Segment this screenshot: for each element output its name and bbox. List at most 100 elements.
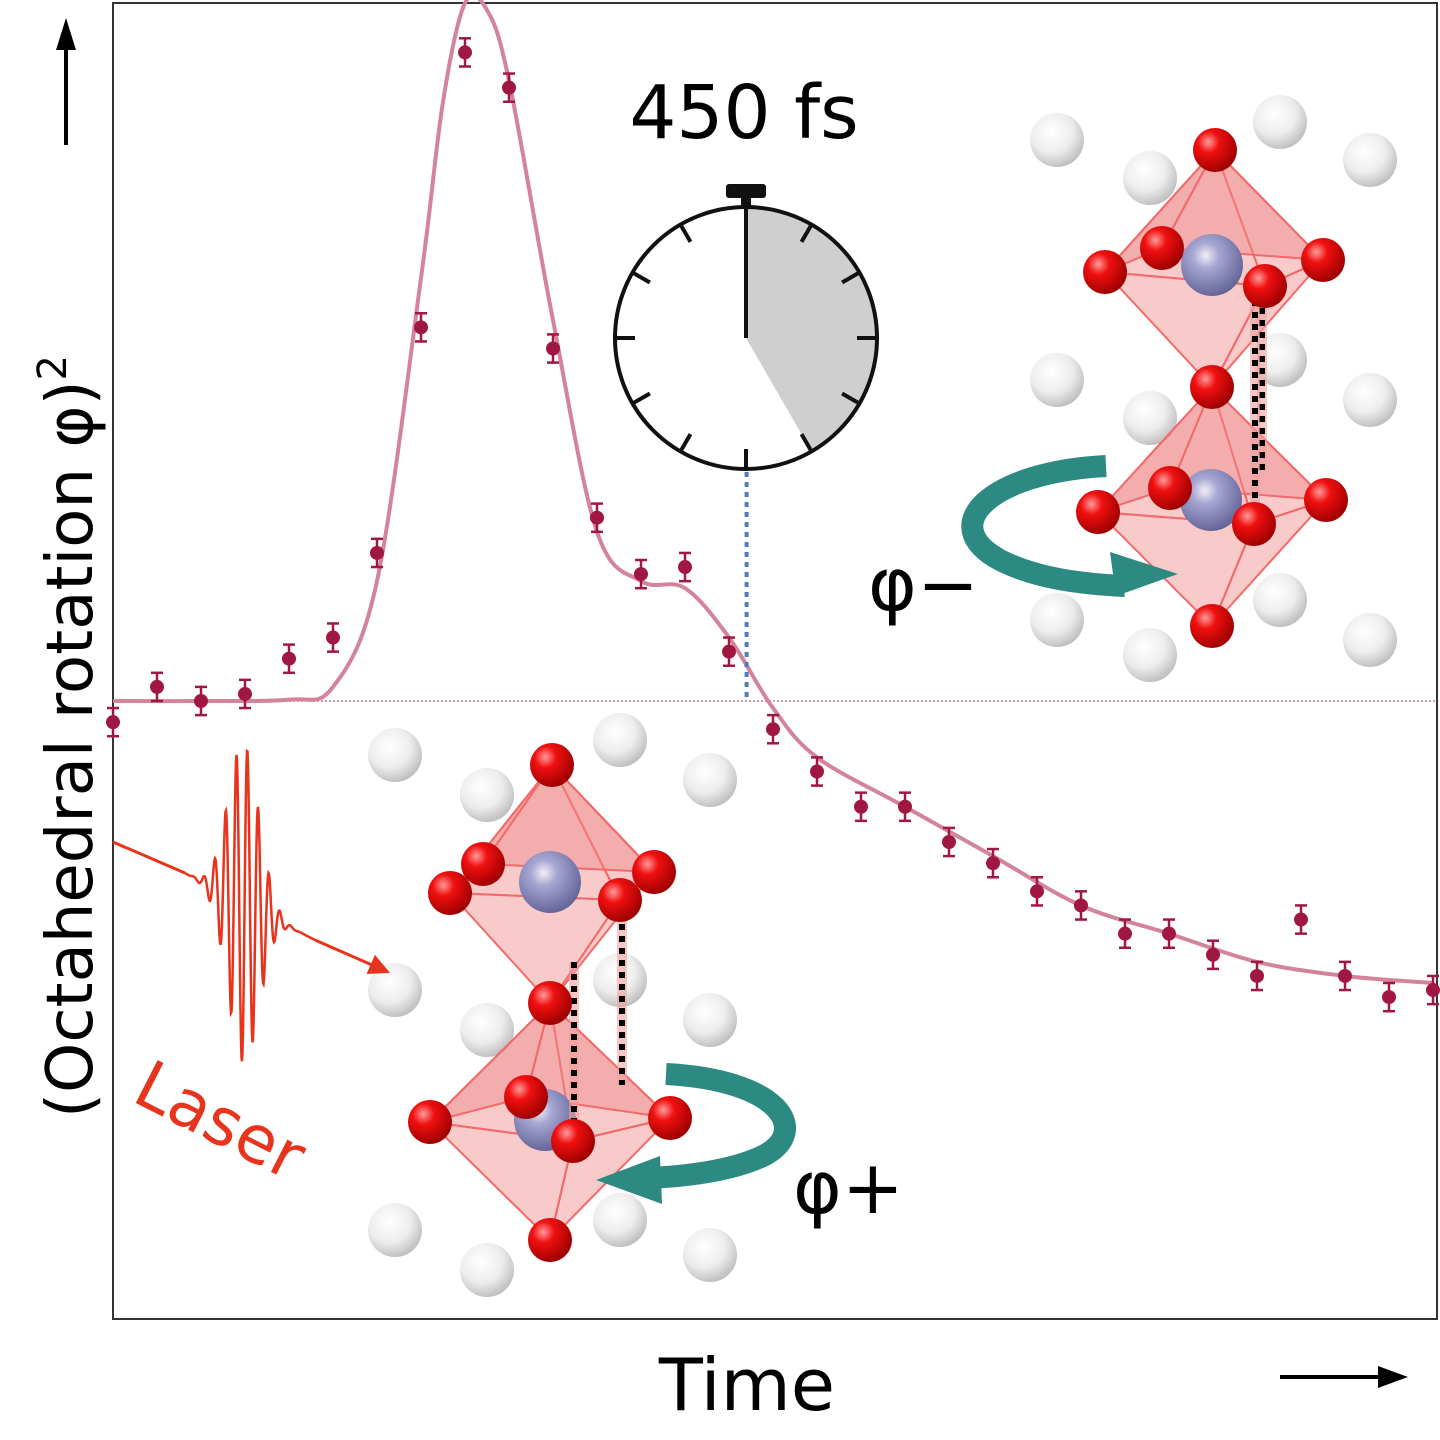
x-axis-arrow — [1280, 1366, 1408, 1388]
white-atom — [368, 728, 422, 782]
displacement-dotted-line — [1257, 284, 1267, 470]
data-point — [1206, 939, 1220, 971]
data-point — [678, 551, 692, 583]
displacement-glow — [569, 962, 579, 1145]
oxygen-atom — [504, 1075, 548, 1119]
white-atom — [368, 1203, 422, 1257]
data-point — [810, 756, 824, 787]
data-marker — [194, 694, 208, 708]
stopwatch-tick — [799, 223, 814, 243]
oxygen-atom — [530, 743, 574, 787]
phi-plus-label: φ+ — [793, 1145, 904, 1231]
white-atom — [593, 713, 647, 767]
oxygen-atom — [551, 1119, 595, 1163]
data-marker — [634, 567, 648, 582]
rotation-arrow-minus — [961, 455, 1178, 597]
white-atom — [1123, 628, 1177, 682]
white-atom — [1030, 593, 1084, 647]
data-marker — [810, 764, 824, 779]
white-atom — [1030, 113, 1084, 167]
white-atom — [683, 993, 737, 1047]
data-point — [942, 826, 956, 858]
oxygen-atom — [1232, 502, 1276, 546]
svg-text:(Octahedral rotation φ)2: (Octahedral rotation φ)2 — [30, 355, 108, 1118]
y-axis-arrow — [56, 18, 76, 145]
laser-label: Laser — [123, 1046, 319, 1196]
displacement-glow — [1257, 284, 1267, 470]
data-marker — [150, 679, 164, 694]
laser-beam-line — [112, 840, 186, 875]
white-atom — [1030, 353, 1084, 407]
data-point — [194, 685, 208, 717]
white-atom — [460, 1003, 514, 1057]
oxygen-atom — [1304, 478, 1348, 522]
oxygen-atom — [1190, 365, 1234, 409]
data-point — [1118, 918, 1132, 949]
stopwatch-tick — [799, 433, 814, 453]
data-marker — [546, 341, 560, 356]
laser-pulse-group: Laser — [112, 748, 390, 1196]
white-atom — [368, 963, 422, 1017]
data-point — [458, 37, 472, 68]
laser-wave-packet — [184, 748, 316, 1062]
octahedron-face — [1104, 149, 1216, 273]
data-marker — [502, 80, 516, 95]
white-atom — [1343, 373, 1397, 427]
data-marker — [898, 799, 912, 814]
data-point — [238, 678, 252, 710]
octahedron-face — [1211, 497, 1330, 627]
white-atom — [1123, 151, 1177, 205]
plot-frame — [112, 2, 1438, 1320]
data-marker — [854, 799, 868, 814]
oxygen-atom — [648, 1096, 692, 1140]
data-marker — [1030, 884, 1044, 899]
white-atom — [593, 1193, 647, 1247]
data-point — [546, 333, 560, 364]
stopwatch-tick — [631, 391, 651, 406]
data-point — [1426, 974, 1440, 1006]
data-marker — [942, 835, 956, 849]
octahedron-face — [1102, 270, 1267, 389]
data-point — [1294, 904, 1308, 935]
stopwatch-stem — [741, 195, 751, 209]
y-axis-label-text: (Octahedral rotation φ) — [34, 380, 108, 1118]
stopwatch-icon — [613, 184, 879, 471]
white-atom — [683, 753, 737, 807]
white-atom — [1343, 613, 1397, 667]
data-point — [370, 537, 384, 569]
white-atom — [1343, 133, 1397, 187]
oxygen-atom — [528, 981, 572, 1025]
data-point — [414, 312, 428, 343]
data-marker — [678, 560, 692, 575]
data-marker — [1162, 926, 1176, 941]
oxygen-atom — [428, 871, 472, 915]
oxygen-atom — [408, 1100, 452, 1144]
stopwatch-elapsed-wedge — [746, 207, 877, 452]
data-marker — [1118, 926, 1132, 941]
stopwatch-tick — [631, 270, 651, 285]
stopwatch-tick — [841, 270, 861, 285]
data-point — [1074, 890, 1088, 921]
data-marker — [106, 715, 120, 730]
white-atom — [683, 1228, 737, 1282]
displacement-dotted-line — [569, 962, 579, 1145]
data-point — [986, 847, 1000, 879]
laser-arrow — [314, 938, 390, 975]
stopwatch-tick — [841, 391, 861, 406]
data-point — [898, 791, 912, 823]
displacement-dotted-line — [617, 900, 627, 1085]
data-point — [1030, 876, 1044, 907]
oxygen-atom — [1193, 128, 1237, 172]
data-point — [1162, 918, 1176, 949]
oxygen-atom — [528, 1218, 572, 1262]
white-atom — [460, 768, 514, 822]
data-point — [1382, 981, 1396, 1013]
oxygen-atom — [598, 878, 642, 922]
stopwatch-tick — [678, 433, 693, 453]
oxygen-atom — [1301, 238, 1345, 282]
octahedron-face — [1211, 259, 1324, 388]
data-marker — [722, 644, 736, 659]
cation-atom — [1180, 469, 1242, 531]
data-point — [634, 558, 648, 590]
